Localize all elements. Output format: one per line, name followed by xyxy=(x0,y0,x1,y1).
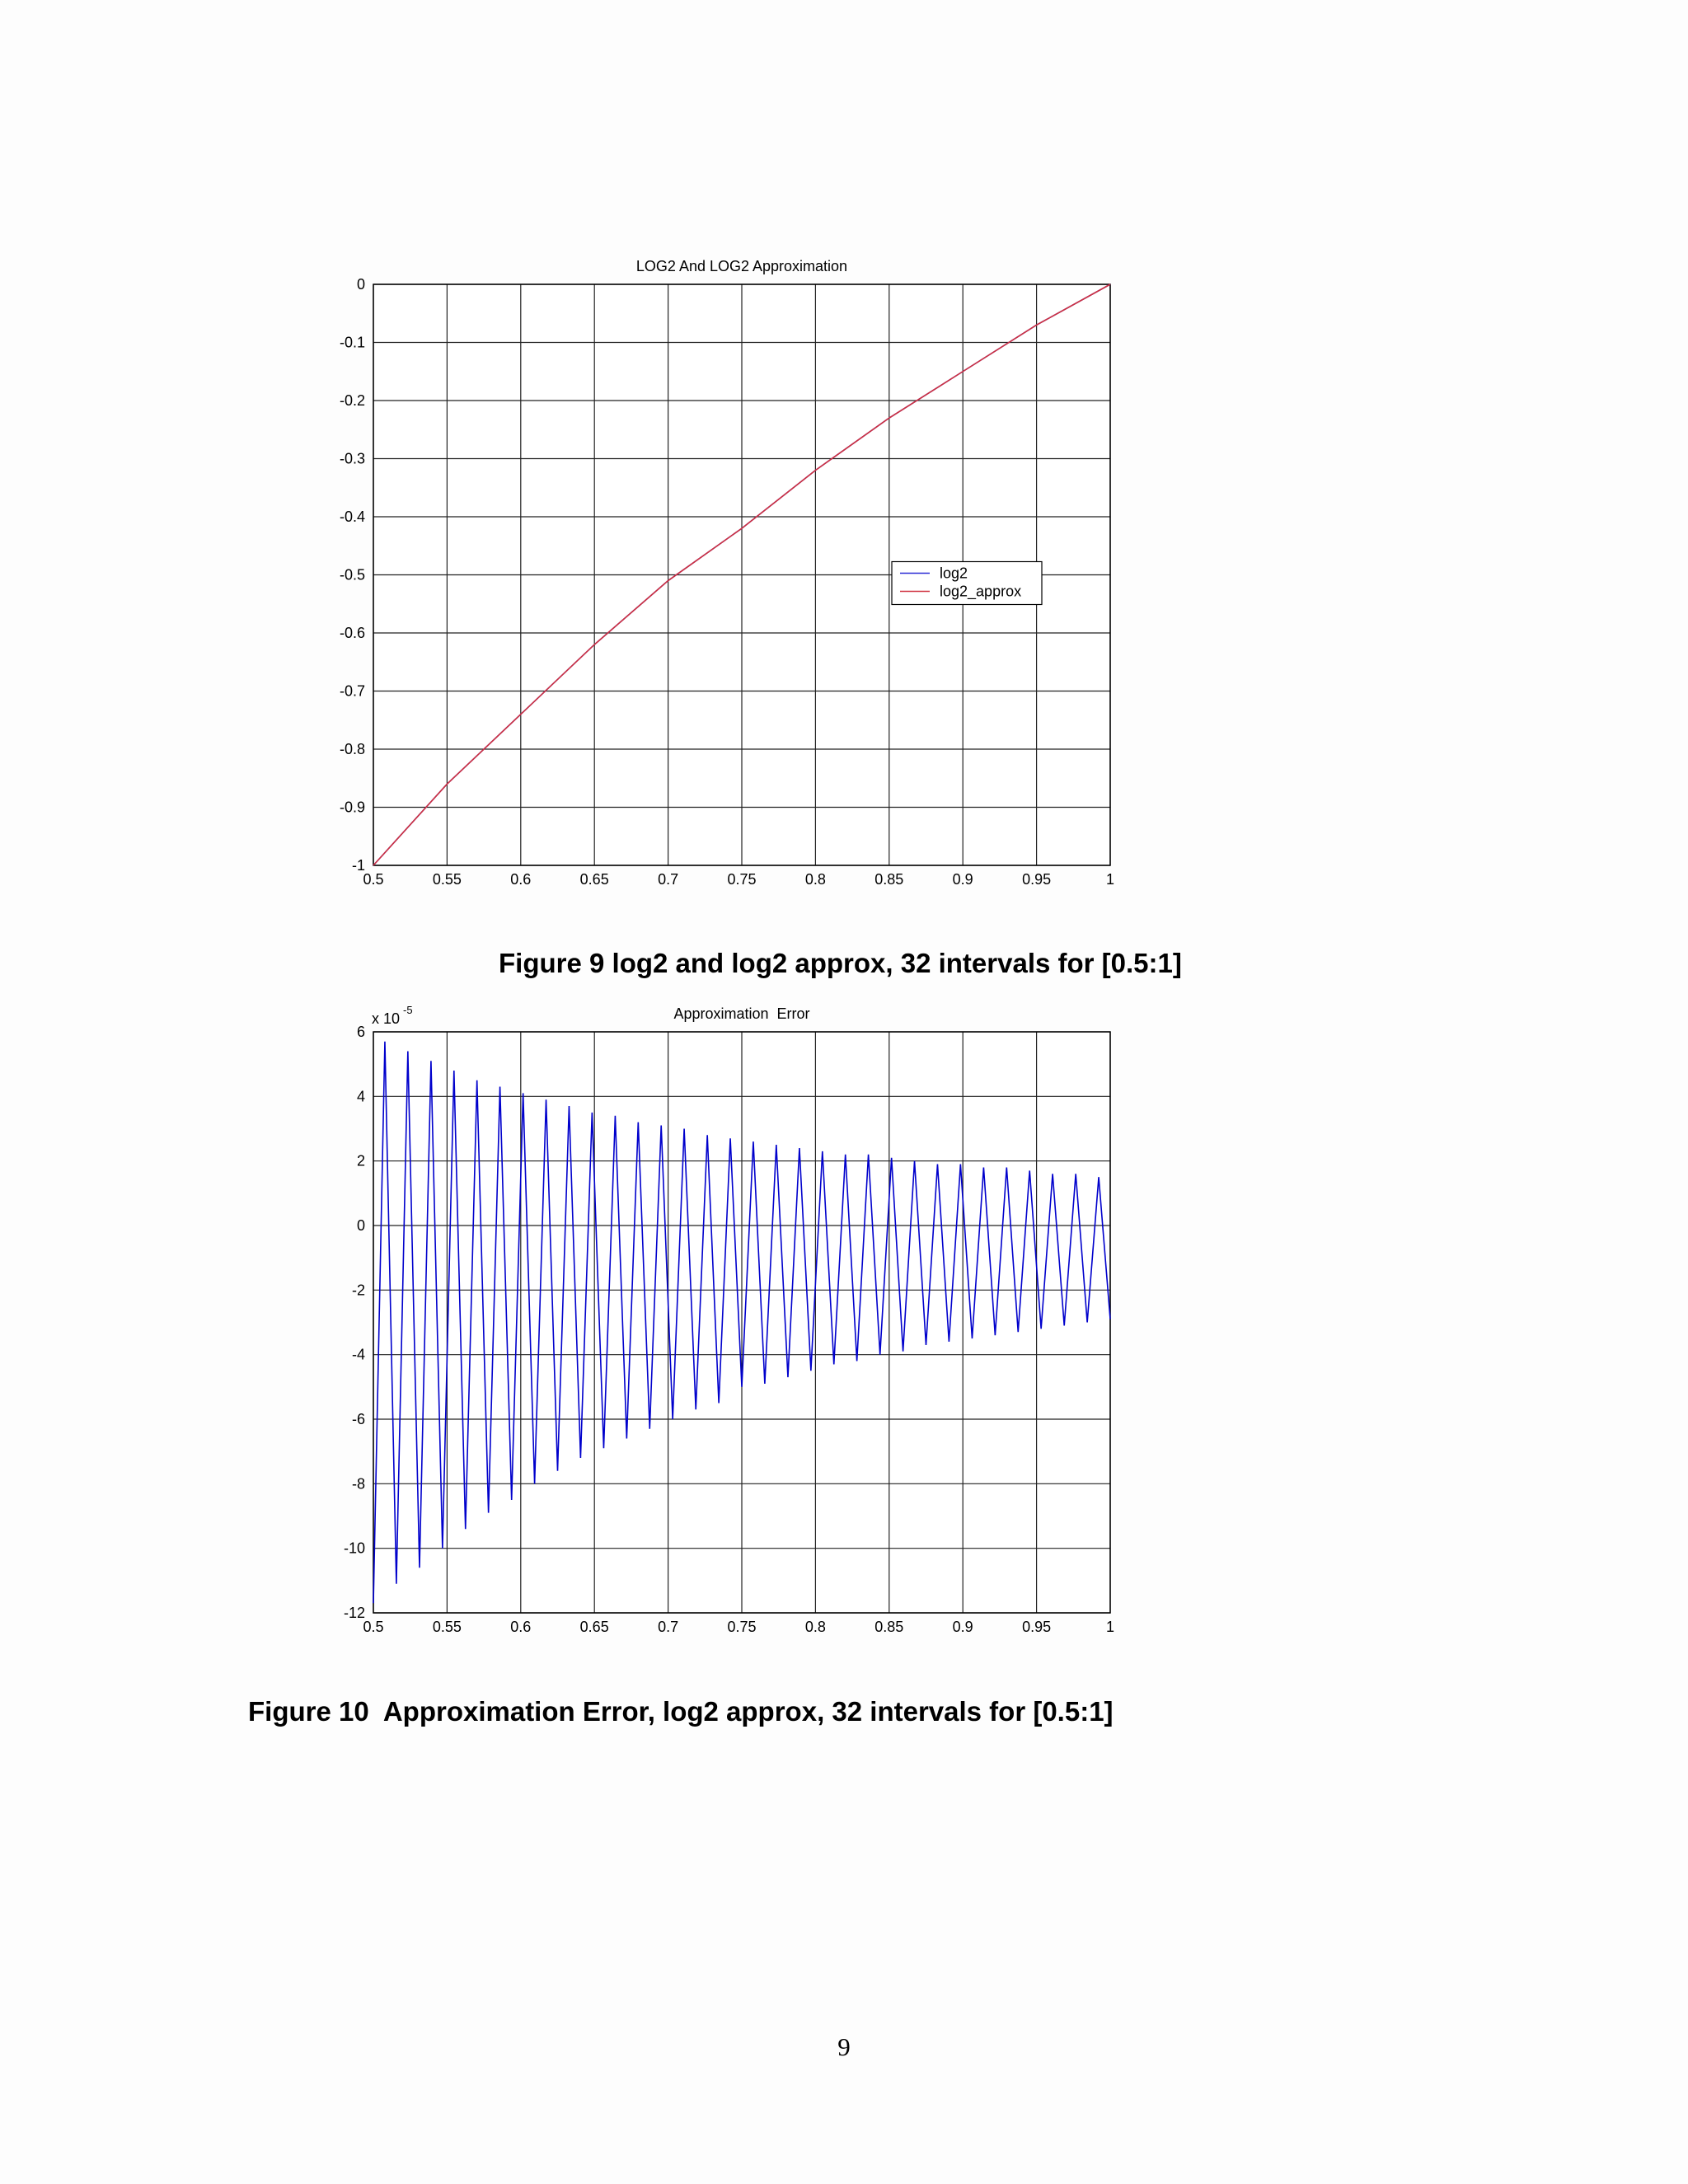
y-tick-label: -0.6 xyxy=(340,625,365,641)
x-tick-label: 0.55 xyxy=(433,871,462,888)
plot-frame xyxy=(373,284,1111,866)
y-tick-label: -0.1 xyxy=(340,335,365,351)
axis-multiplier-exponent: -5 xyxy=(403,1004,413,1016)
x-tick-label: 0.6 xyxy=(510,1619,531,1635)
legend-box xyxy=(891,560,1043,606)
x-tick-label: 0.5 xyxy=(363,1619,383,1635)
x-tick-label: 0.7 xyxy=(658,871,678,888)
x-tick-label: 1 xyxy=(1106,1619,1114,1635)
x-tick-label: 0.95 xyxy=(1022,1619,1051,1635)
x-tick-label: 0.55 xyxy=(433,1619,462,1635)
y-tick-label: -0.8 xyxy=(340,741,365,757)
x-tick-label: 0.75 xyxy=(727,1619,756,1635)
y-tick-label: -0.5 xyxy=(340,567,365,583)
y-tick-label: 0 xyxy=(357,276,365,293)
x-tick-label: 1 xyxy=(1106,871,1114,888)
y-tick-label: -12 xyxy=(344,1605,365,1621)
x-tick-label: 0.9 xyxy=(953,871,973,888)
figure-caption: Figure 9 log2 and log2 approx, 32 interv… xyxy=(499,948,1182,978)
chart-title: LOG2 And LOG2 Approximation xyxy=(636,258,847,274)
x-tick-label: 0.9 xyxy=(953,1619,973,1635)
page-number: 9 xyxy=(837,2032,851,2061)
y-tick-label: 4 xyxy=(357,1088,365,1104)
y-tick-label: 6 xyxy=(357,1024,365,1040)
x-tick-label: 0.8 xyxy=(805,1619,826,1635)
plot-frame xyxy=(373,1031,1111,1614)
x-tick-label: 0.5 xyxy=(363,871,383,888)
legend-label: log2_approx xyxy=(940,583,1021,601)
y-tick-label: -4 xyxy=(352,1347,365,1363)
y-tick-label: -0.3 xyxy=(340,451,365,467)
x-tick-label: 0.85 xyxy=(874,871,903,888)
chart-title: Approximation Error xyxy=(673,1005,809,1022)
y-tick-label: -10 xyxy=(344,1540,365,1557)
y-tick-label: -0.7 xyxy=(340,683,365,700)
data-line xyxy=(373,1041,1111,1604)
x-tick-label: 0.65 xyxy=(580,871,609,888)
y-tick-label: 0 xyxy=(357,1217,365,1234)
data-line xyxy=(373,284,1111,866)
x-tick-label: 0.8 xyxy=(805,871,826,888)
axis-multiplier: x 10 xyxy=(372,1010,400,1027)
y-tick-label: -8 xyxy=(352,1475,365,1492)
x-tick-label: 0.65 xyxy=(580,1619,609,1635)
y-tick-label: 2 xyxy=(357,1153,365,1169)
x-tick-label: 0.85 xyxy=(874,1619,903,1635)
y-tick-label: -6 xyxy=(352,1411,365,1427)
y-tick-label: -0.4 xyxy=(340,509,365,525)
y-tick-label: -2 xyxy=(352,1282,365,1298)
x-tick-label: 0.95 xyxy=(1022,871,1051,888)
figure-caption: Figure 10 Approximation Error, log2 appr… xyxy=(248,1696,1114,1727)
x-tick-label: 0.75 xyxy=(727,871,756,888)
x-tick-label: 0.6 xyxy=(510,871,531,888)
y-tick-label: -0.2 xyxy=(340,392,365,409)
legend-label: log2 xyxy=(940,565,968,582)
x-tick-label: 0.7 xyxy=(658,1619,678,1635)
y-tick-label: -0.9 xyxy=(340,799,365,816)
y-tick-label: -1 xyxy=(352,857,365,874)
